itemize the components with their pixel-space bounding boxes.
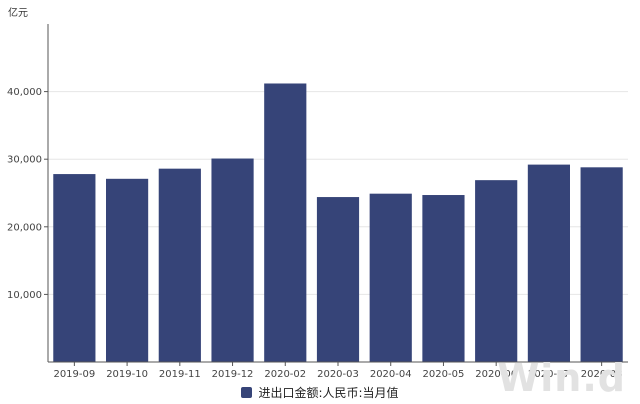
bar bbox=[211, 158, 254, 362]
y-tick-label: 20,000 bbox=[7, 222, 42, 233]
bar bbox=[106, 178, 149, 362]
x-tick-label: 2020-03 bbox=[317, 369, 359, 380]
bar bbox=[369, 193, 412, 362]
x-tick-label: 2020-08 bbox=[581, 369, 623, 380]
axes bbox=[44, 24, 628, 366]
x-tick-label: 2020-04 bbox=[370, 369, 412, 380]
x-tick-label: 2020-02 bbox=[264, 369, 306, 380]
legend: 进出口金额:人民币:当月值 bbox=[0, 384, 640, 401]
bar bbox=[527, 164, 570, 362]
x-tick-label: 2019-09 bbox=[53, 369, 95, 380]
y-tick-label: 10,000 bbox=[7, 290, 42, 301]
x-tick-label: 2020-07 bbox=[528, 369, 570, 380]
legend-label: 进出口金额:人民币:当月值 bbox=[258, 386, 399, 400]
legend-swatch bbox=[241, 387, 253, 398]
y-tick-label: 30,000 bbox=[7, 155, 42, 166]
bar bbox=[422, 195, 465, 362]
y-tick-label: 40,000 bbox=[7, 87, 42, 98]
x-tick-label: 2019-11 bbox=[159, 369, 201, 380]
bar bbox=[158, 168, 201, 362]
bar bbox=[264, 83, 307, 362]
y-axis-unit: 亿元 bbox=[8, 6, 28, 19]
x-tick-label: 2020-06 bbox=[475, 369, 517, 380]
bar bbox=[475, 180, 518, 362]
bars bbox=[53, 83, 623, 362]
watermark-logo: Win.d bbox=[497, 356, 626, 400]
bar bbox=[316, 197, 360, 362]
bar bbox=[580, 167, 623, 362]
x-tick-label: 2019-10 bbox=[106, 369, 148, 380]
x-tick-label: 2020-05 bbox=[423, 369, 465, 380]
y-tick-labels: 10,000 20,000 30,000 40,000 bbox=[7, 87, 42, 301]
bar bbox=[53, 174, 96, 362]
x-tick-labels: 2019-09 2019-10 2019-11 2019-12 2020-02 2020-… bbox=[53, 369, 622, 380]
x-tick-label: 2019-12 bbox=[212, 369, 254, 380]
